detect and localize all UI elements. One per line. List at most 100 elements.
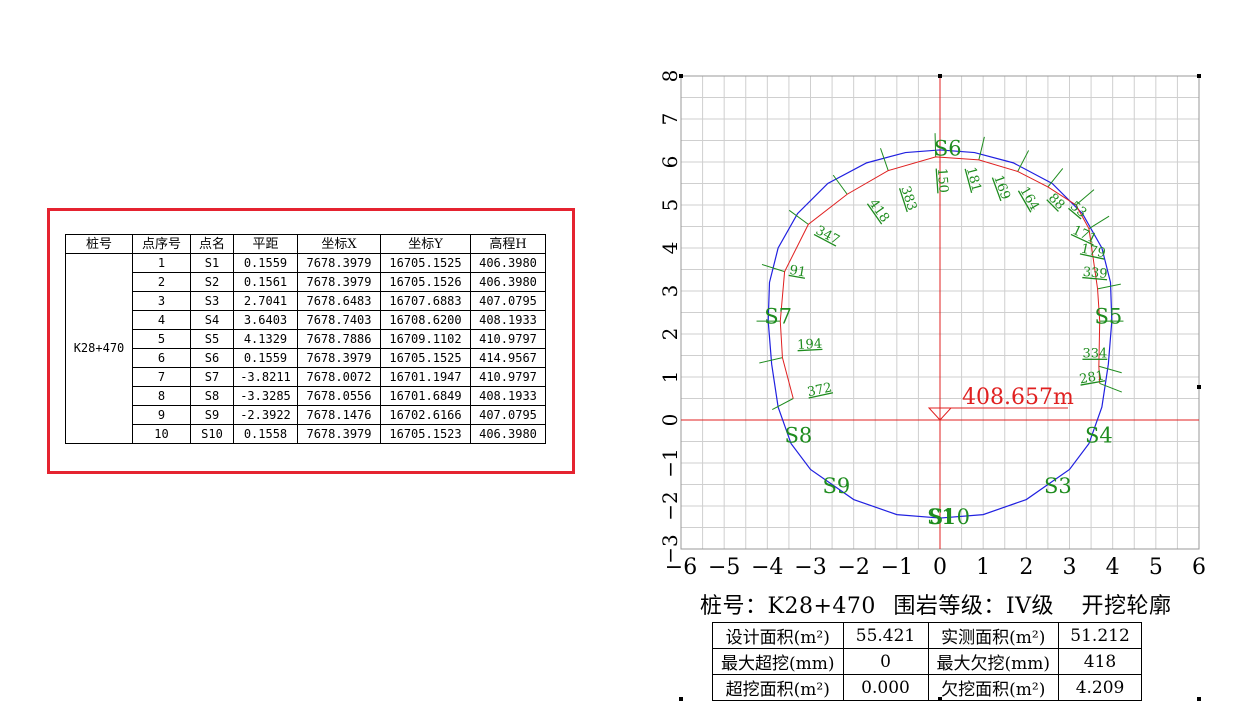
summary-label: 设计面积(m²) xyxy=(712,622,844,649)
point-table: 桩号 点序号 点名 平距 坐标X 坐标Y 高程H K28+470 1 S1 0.155… xyxy=(65,234,546,444)
distance-cell: -3.3285 xyxy=(233,386,298,406)
y-tick-label: −1 xyxy=(658,448,682,477)
point-label: S6 xyxy=(934,137,962,161)
summary-value: 51.212 xyxy=(1058,622,1143,649)
elevation-cell: 406.3980 xyxy=(470,272,546,292)
summary-value: 418 xyxy=(1058,648,1143,675)
summary-label: 最大欠挖(mm) xyxy=(927,648,1060,675)
y-tick-label: −2 xyxy=(658,491,682,520)
selection-grip[interactable] xyxy=(1197,74,1201,78)
deviation-label: 194 xyxy=(797,337,823,353)
distance-cell: 0.1558 xyxy=(233,424,298,444)
deviation-spoke xyxy=(788,209,809,225)
table-row: 10 S10 0.1558 7678.3979 16705.1523 406.3980 xyxy=(66,424,546,444)
elevation-label: 408.657m xyxy=(962,385,1074,410)
deviation-spoke xyxy=(880,148,889,171)
point-label: S1 xyxy=(927,505,955,529)
x-tick-label: −6 xyxy=(665,555,697,580)
table-row: 7 S7 -3.8211 7678.0072 16701.1947 410.9797 xyxy=(66,367,546,387)
y-tick-label: 6 xyxy=(658,156,682,169)
deviation-label: 179 xyxy=(1079,242,1106,262)
measured-contour xyxy=(779,156,1101,399)
header-coord-x: 坐标X xyxy=(297,234,381,254)
table-row: 5 S5 4.1329 7678.7886 16709.1102 410.9797 xyxy=(66,329,546,349)
deviation-spoke xyxy=(1047,168,1064,188)
caption-station: K28+470 xyxy=(767,594,876,619)
selection-grip[interactable] xyxy=(679,697,683,701)
x-tick-label: 3 xyxy=(1063,555,1077,580)
selection-grip[interactable] xyxy=(679,74,683,78)
summary-value: 55.421 xyxy=(842,622,929,649)
deviation-label: 334 xyxy=(1082,347,1107,362)
header-point-name: 点名 xyxy=(190,234,234,254)
y-tick-label: 8 xyxy=(658,70,682,83)
summary-value: 0 xyxy=(842,648,929,675)
coord-x-cell: 7678.6483 xyxy=(297,291,381,311)
station-cell: K28+470 xyxy=(65,253,133,444)
point-label: S3 xyxy=(1044,474,1072,498)
y-tick-label: 3 xyxy=(658,285,682,298)
deviation-label: 339 xyxy=(1082,265,1108,282)
deviation-spoke xyxy=(772,398,794,411)
y-tick-label: 7 xyxy=(658,113,682,126)
x-tick-label: 2 xyxy=(1019,555,1033,580)
distance-cell: 2.7041 xyxy=(233,291,298,311)
profile-caption: 桩号：K28+470 围岩等级：IV级 开挖轮廓 xyxy=(700,588,1180,620)
selection-grip[interactable] xyxy=(938,74,942,78)
selection-grip[interactable] xyxy=(938,697,942,701)
header-point-index: 点序号 xyxy=(132,234,191,254)
deviation-spoke xyxy=(1099,382,1123,393)
selection-grip[interactable] xyxy=(1197,697,1201,701)
point-name-cell: S8 xyxy=(190,386,234,406)
caption-station-label: 桩号： xyxy=(700,594,768,619)
elevation-cell: 414.9567 xyxy=(470,348,546,368)
summary-label: 欠挖面积(m²) xyxy=(927,674,1060,701)
deviation-spoke xyxy=(761,263,785,273)
point-label: S8 xyxy=(785,423,813,447)
summary-row: 设计面积(m²) 55.421 实测面积(m²) 51.212 xyxy=(712,622,1143,649)
deviation-spoke xyxy=(1017,150,1030,172)
y-tick-label: −3 xyxy=(658,534,682,563)
coord-x-cell: 7678.0072 xyxy=(297,367,381,387)
elevation-cell: 406.3980 xyxy=(470,253,546,273)
elevation-cell: 408.1933 xyxy=(470,386,546,406)
point-label: S10 xyxy=(929,505,970,529)
deviation-label: 88 xyxy=(1045,191,1067,213)
y-tick-label: 0 xyxy=(658,414,682,427)
coord-y-cell: 16701.1947 xyxy=(380,367,471,387)
point-name-cell: S10 xyxy=(190,424,234,444)
deviation-label: 181 xyxy=(963,166,984,194)
x-tick-label: −4 xyxy=(751,555,783,580)
summary-value: 4.209 xyxy=(1058,674,1143,701)
y-tick-label: 5 xyxy=(658,199,682,212)
design-contour xyxy=(767,149,1113,519)
x-tick-label: −2 xyxy=(837,555,869,580)
deviation-spoke xyxy=(832,174,848,195)
point-table-panel: 桩号 点序号 点名 平距 坐标X 坐标Y 高程H K28+470 1 S1 0.155… xyxy=(47,208,575,474)
deviation-label: 169 xyxy=(990,173,1013,201)
caption-type: 开挖轮廓 xyxy=(1081,594,1172,619)
deviation-label: 383 xyxy=(897,184,919,212)
deviation-spoke xyxy=(1098,365,1122,374)
header-horizontal-distance: 平距 xyxy=(233,234,298,254)
elevation-marker: 408.657m xyxy=(927,385,1074,421)
x-tick-label: 0 xyxy=(933,555,947,580)
caption-grade-label: 围岩等级： xyxy=(893,594,1006,619)
deviation-spoke xyxy=(759,357,783,364)
x-tick-label: 6 xyxy=(1192,555,1206,580)
selection-grip[interactable] xyxy=(1197,385,1201,389)
summary-row: 超挖面积(m²) 0.000 欠挖面积(m²) 4.209 xyxy=(712,674,1143,701)
coord-x-cell: 7678.7403 xyxy=(297,310,381,330)
point-label: S4 xyxy=(1085,423,1113,447)
summary-value: 0.000 xyxy=(842,674,929,701)
distance-cell: 0.1559 xyxy=(233,348,298,368)
deviation-label: 281 xyxy=(1078,368,1105,387)
coord-y-cell: 16709.1102 xyxy=(380,329,471,349)
deviation-label: 372 xyxy=(806,380,833,400)
table-row: 4 S4 3.6403 7678.7403 16708.6200 408.1933 xyxy=(66,310,546,330)
x-tick-label: −3 xyxy=(794,555,826,580)
point-label: S7 xyxy=(764,304,792,328)
coord-y-cell: 16702.6166 xyxy=(380,405,471,425)
distance-cell: 0.1559 xyxy=(233,253,298,273)
